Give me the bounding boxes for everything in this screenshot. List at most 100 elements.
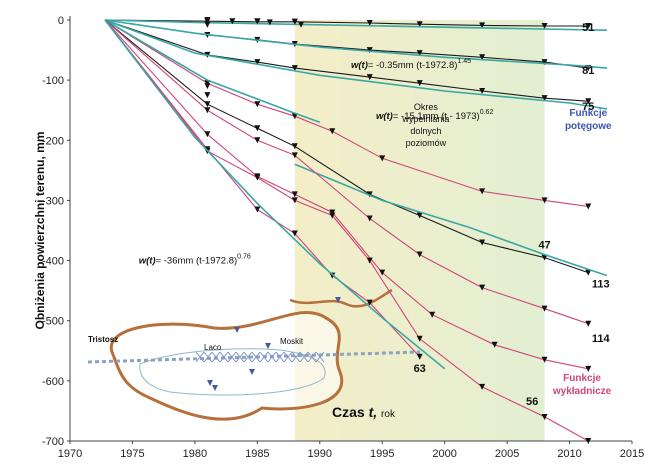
- data-point: [479, 87, 486, 94]
- x-tick-label: 1970: [58, 448, 82, 460]
- series-unlabeled-obs: [104, 19, 592, 210]
- y-tick-label: -100: [42, 75, 64, 87]
- x-tick-label: 1980: [183, 448, 207, 460]
- data-point: [229, 18, 236, 25]
- data-point: [379, 269, 386, 276]
- x-tick-label: 2005: [495, 448, 519, 460]
- data-point: [479, 54, 486, 61]
- data-point: [366, 299, 373, 306]
- workings-hatch: [219, 351, 229, 363]
- data-point: [585, 438, 592, 444]
- data-point: [585, 98, 592, 105]
- data-point: [585, 320, 592, 327]
- data-point: [329, 128, 336, 135]
- fit-curve: [104, 19, 608, 110]
- inset-label: Moskit: [280, 337, 304, 346]
- legend-power: Funkcje: [569, 108, 607, 119]
- mine-contour: [139, 348, 326, 396]
- x-tick-label: 1985: [245, 448, 269, 460]
- data-point: [541, 59, 548, 66]
- data-point: [416, 21, 423, 28]
- workings-hatch: [211, 351, 221, 363]
- series-81-fit: [104, 19, 608, 69]
- benchmark-marker: [207, 380, 213, 386]
- x-tick-label: 2000: [432, 448, 456, 460]
- y-tick-label: -200: [42, 135, 64, 147]
- workings-hatch: [203, 351, 213, 363]
- legend-exponential: wykładnicze: [552, 386, 612, 397]
- data-point: [541, 356, 548, 363]
- data-point: [479, 188, 486, 195]
- data-point: [254, 206, 261, 213]
- curve-label-51: 51: [582, 22, 594, 34]
- fit-curve: [104, 19, 608, 31]
- y-tick-label: -400: [42, 256, 64, 268]
- data-point: [204, 83, 211, 90]
- data-point: [254, 101, 261, 108]
- curve-label-81: 81: [582, 65, 594, 77]
- y-tick-label: -700: [42, 436, 64, 448]
- data-point: [366, 47, 373, 54]
- curve-label-114: 114: [592, 333, 611, 345]
- x-tick-label: 2010: [557, 448, 581, 460]
- section-line: [87, 350, 421, 364]
- data-point: [204, 92, 211, 99]
- data-point: [204, 21, 211, 28]
- data-point: [291, 191, 298, 198]
- curve-label-47: 47: [538, 240, 550, 252]
- benchmark-marker: [265, 343, 271, 349]
- workings-hatch: [235, 351, 245, 363]
- data-point: [254, 137, 261, 144]
- y-tick-label: -300: [42, 195, 64, 207]
- data-point: [204, 107, 211, 114]
- data-point: [366, 215, 373, 222]
- workings-hatch: [195, 351, 205, 363]
- data-point: [204, 131, 211, 138]
- data-point: [254, 59, 261, 66]
- data-point: [416, 251, 423, 258]
- data-point: [291, 143, 298, 150]
- observed-curve: [104, 19, 589, 370]
- data-point: [366, 20, 373, 27]
- workings-hatch: [291, 351, 301, 363]
- data-point: [541, 197, 548, 204]
- data-point: [416, 80, 423, 87]
- data-point: [204, 80, 211, 87]
- data-point: [541, 23, 548, 30]
- data-point: [298, 21, 305, 28]
- data-point: [291, 230, 298, 237]
- data-point: [541, 95, 548, 102]
- fit-curve: [104, 19, 608, 69]
- data-point: [291, 152, 298, 159]
- data-point: [585, 365, 592, 372]
- inset-label: Laco: [204, 343, 222, 352]
- data-point: [291, 113, 298, 120]
- data-point: [366, 257, 373, 264]
- inset-label: Tristosz: [88, 335, 118, 344]
- period-label: wypełniania: [401, 114, 449, 124]
- y-tick-label: -500: [42, 316, 64, 328]
- data-point: [266, 19, 273, 26]
- formula-label: w(t)= -15.1mm (t - 1973)0.62: [376, 109, 493, 122]
- x-axis-label: Czas t, rok: [332, 404, 396, 420]
- data-point: [291, 65, 298, 72]
- fit-curve: [104, 19, 446, 370]
- y-tick-label: -600: [42, 376, 64, 388]
- formula-label: w(t)= -0.35mm (t-1972.8)1.45: [351, 58, 471, 71]
- period-label: poziomów: [406, 138, 447, 148]
- data-point: [416, 50, 423, 57]
- fit-curve: [104, 19, 321, 123]
- workings-hatch: [275, 351, 285, 363]
- series-114-obs: [104, 19, 592, 372]
- workings-hatch: [283, 351, 293, 363]
- data-point: [291, 18, 298, 25]
- workings-hatch: [307, 351, 317, 363]
- data-point: [254, 174, 261, 181]
- data-point: [416, 212, 423, 219]
- workings-hatch: [267, 351, 277, 363]
- curve-label-63: 63: [414, 363, 426, 375]
- data-point: [366, 74, 373, 81]
- data-point: [416, 353, 423, 360]
- data-point: [541, 305, 548, 312]
- data-point: [429, 311, 436, 318]
